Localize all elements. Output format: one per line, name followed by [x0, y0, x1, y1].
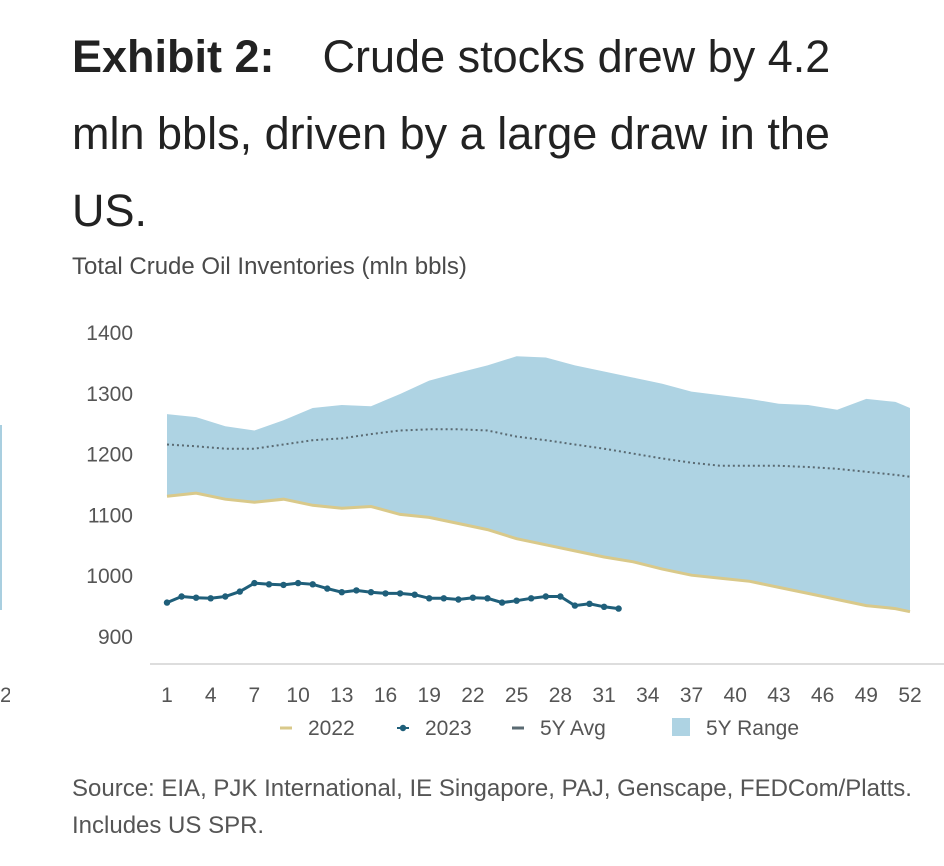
exhibit-heading: Exhibit 2: Crude stocks drew by 4.2 mln b…: [72, 18, 912, 249]
legend-label: 2023: [425, 717, 472, 740]
y-tick-label: 1200: [86, 444, 133, 467]
legend: 2022 2023 5Y Avg 5Y Range: [280, 717, 799, 740]
exhibit-title: Crude stocks drew by 4.2 mln bbls, drive…: [72, 31, 831, 236]
avg-line: [166, 428, 911, 478]
series-2023-point: [367, 589, 375, 596]
series-2023-point: [469, 594, 477, 601]
x-tick-label: 46: [811, 684, 834, 707]
series-2023-point: [324, 585, 331, 592]
y-tick-label: 1100: [88, 504, 133, 527]
x-tick-label: 37: [680, 684, 703, 707]
x-tick-label: 28: [549, 684, 572, 707]
series-2023-point: [426, 595, 433, 602]
x-tick-label: 34: [636, 684, 660, 707]
series-2023-point: [484, 595, 491, 602]
x-tick-label: 4: [205, 684, 217, 707]
x-tick-label: 25: [505, 684, 528, 707]
legend-label: 2022: [308, 717, 355, 740]
x-tick-label: 16: [374, 684, 397, 707]
legend-label: 5Y Range: [706, 717, 799, 740]
y-tick-label: 900: [98, 626, 133, 649]
series-2023-point: [338, 589, 345, 596]
adjacent-chart-fragment: [0, 425, 2, 610]
avg-layer: [166, 428, 911, 478]
y-tick-label: 1400: [86, 322, 133, 345]
series-2023-point: [207, 595, 214, 602]
series-2023-point: [411, 591, 418, 598]
legend-swatch-range: [672, 718, 690, 736]
series-2023-point: [571, 602, 579, 609]
legend-label: 5Y Avg: [540, 717, 606, 740]
series-2023-point: [265, 581, 273, 588]
series-2023-point: [513, 597, 520, 604]
series-2023-point: [294, 579, 302, 587]
x-tick-label: 1: [161, 684, 173, 707]
series-2023-point: [236, 588, 243, 595]
series-2023-point: [280, 581, 287, 589]
adjacent-chart-tick: 2: [0, 684, 10, 707]
series-2023-point: [455, 596, 462, 603]
series-2022-layer: [166, 491, 911, 614]
x-tick-label: 22: [461, 684, 484, 707]
series-2023-point: [382, 590, 389, 597]
series-2023-point: [353, 587, 360, 594]
exhibit-label: Exhibit 2:: [72, 31, 275, 82]
series-2023-point: [498, 599, 506, 606]
x-tick-label: 13: [330, 684, 353, 707]
x-tick-label: 10: [286, 684, 309, 707]
series-2023-point: [163, 599, 171, 606]
y-tick-label: 1300: [86, 383, 133, 406]
series-2023-point: [615, 605, 622, 612]
inventory-chart: 1400 1300 1200 1100 1000 900 1 4 7 10 13 16 19 22 25 2…: [86, 322, 944, 740]
x-tick-labels: 1 4 7 10 13 16 19 22 25 28 31 34 37 40 43 46 49 52: [161, 684, 922, 707]
series-2023-point: [309, 581, 316, 588]
series-2023-point: [222, 593, 229, 600]
x-tick-label: 31: [592, 684, 615, 707]
series-2023-point: [528, 595, 535, 602]
series-2023-point: [557, 593, 564, 600]
x-tick-label: 52: [898, 684, 921, 707]
source-note: Source: EIA, PJK International, IE Singa…: [72, 775, 912, 839]
series-2023-point: [192, 594, 200, 601]
series-2023-line: [166, 581, 619, 611]
series-2023-point: [440, 595, 447, 602]
series-2022-line: [166, 491, 911, 614]
series-2023-layer: [163, 579, 622, 612]
x-tick-label: 7: [249, 684, 261, 707]
x-tick-label: 40: [724, 684, 747, 707]
series-2023-point: [178, 593, 185, 600]
y-tick-label: 1000: [86, 565, 133, 588]
x-tick-label: 43: [767, 684, 790, 707]
range-layer: [167, 356, 910, 612]
series-2023-point: [586, 600, 593, 607]
series-2023-point: [396, 590, 404, 597]
series-2023-point: [251, 579, 258, 587]
series-2023-point: [542, 593, 549, 600]
y-tick-labels: 1400 1300 1200 1100 1000 900: [86, 322, 133, 649]
chart-title: Total Crude Oil Inventories (mln bbls): [72, 253, 467, 280]
x-tick-label: 19: [418, 684, 441, 707]
x-tick-label: 49: [855, 684, 878, 707]
legend-swatch-2023-dot: [399, 724, 407, 732]
range-band: [167, 356, 910, 612]
series-2023-point: [600, 603, 608, 610]
